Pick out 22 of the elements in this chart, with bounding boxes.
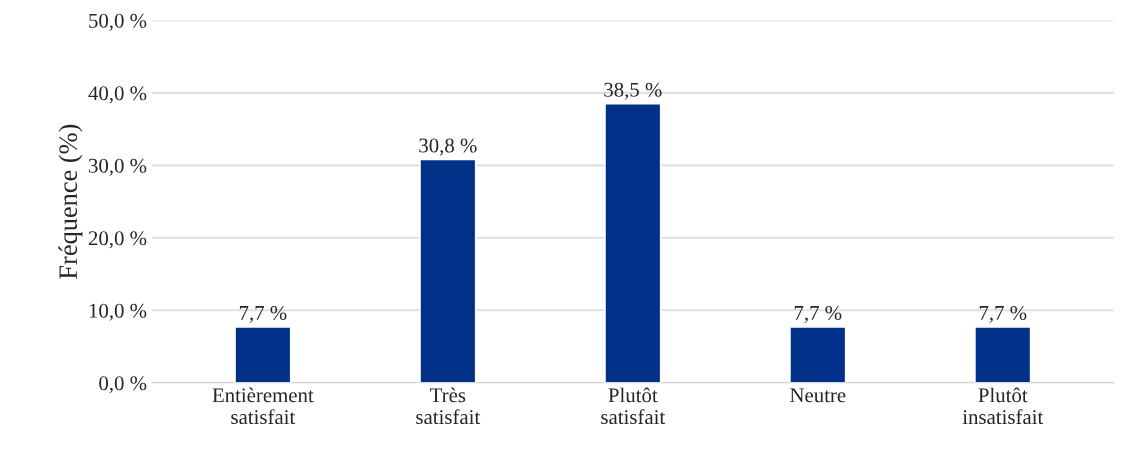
- x-tick-label: Plutôt insatisfait: [962, 387, 1044, 425]
- y-tick-label: 30,0 %: [88, 158, 147, 176]
- x-tick-label: Entièrement satisfait: [212, 387, 314, 425]
- y-tick-label: 40,0 %: [88, 86, 147, 104]
- bar: [419, 158, 477, 383]
- bar: [234, 326, 292, 383]
- y-tick-label: 50,0 %: [89, 13, 147, 31]
- y-tick-label: 0,0 %: [99, 376, 147, 394]
- data-label: 7,7 %: [239, 305, 287, 323]
- bar: [604, 103, 662, 383]
- y-axis-title: Fréquence (%): [58, 124, 83, 279]
- data-label: 38,5 %: [604, 82, 662, 100]
- y-tick-label: 20,0 %: [88, 231, 147, 249]
- y-tick-label: 10,0 %: [89, 303, 147, 321]
- x-tick-label: Neutre: [790, 388, 846, 403]
- data-label: 30,8 %: [419, 138, 477, 156]
- x-tick-label: Plutôt satisfait: [601, 387, 666, 425]
- data-label: 7,7 %: [794, 305, 842, 323]
- bar: [789, 326, 847, 383]
- x-tick-label: Très satisfait: [416, 387, 481, 425]
- data-label: 7,7 %: [979, 305, 1027, 323]
- bar: [974, 326, 1032, 383]
